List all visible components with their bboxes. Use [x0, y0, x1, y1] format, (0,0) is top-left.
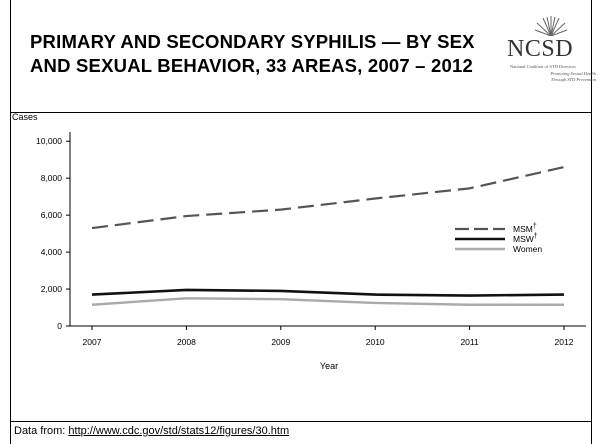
- y-tick-label: 0: [57, 321, 62, 331]
- x-tick-label: 2007: [83, 337, 102, 347]
- chart-panel-border: [10, 112, 592, 422]
- starburst-icon: [534, 16, 568, 36]
- slide-title: PRIMARY AND SECONDARY SYPHILIS — BY SEX …: [30, 31, 475, 76]
- source-prefix: Data from:: [14, 425, 69, 437]
- y-tick-label: 4,000: [41, 247, 63, 257]
- logo-tagline: Promoting Sexual Health Through STD Prev…: [550, 71, 596, 82]
- legend-marker-msw: †: [534, 233, 538, 240]
- x-tick-label: 2008: [177, 337, 196, 347]
- legend-label-women: Women: [513, 244, 542, 254]
- series-line-msm: [91, 166, 565, 230]
- x-axis-title: Year: [320, 361, 338, 371]
- legend-label-msw: MSW†: [513, 233, 538, 244]
- axes: 0 2,000 4,000 6,000 8,000 10,000 2007 2008 2009 2…: [36, 132, 586, 347]
- logo-subtitle: National Coalition of STD Directors: [510, 64, 576, 69]
- series-lines: [91, 166, 565, 306]
- logo-tagline-line-2: Through STD Prevention: [550, 76, 596, 82]
- y-tick-label: 6,000: [41, 210, 63, 220]
- y-tick-label: 10,000: [36, 136, 62, 146]
- x-tick-label: 2010: [366, 337, 385, 347]
- legend-marker-msm: †: [533, 223, 537, 230]
- source-link[interactable]: http://www.cdc.gov/std/stats12/figures/3…: [68, 425, 290, 437]
- logo-abbr: NCSD: [507, 36, 574, 62]
- logo-tagline-line-1: Promoting Sexual Health: [550, 71, 596, 76]
- series-line-women: [91, 297, 564, 306]
- x-tick-label: 2009: [271, 337, 290, 347]
- y-tick-label: 8,000: [41, 173, 63, 183]
- y-tick-label: 2,000: [41, 284, 63, 294]
- y-axis-title: Cases: [12, 112, 38, 122]
- x-tick-label: 2012: [555, 337, 574, 347]
- x-tick-label: 2011: [460, 337, 479, 347]
- slide-frame: [10, 0, 592, 444]
- source-note: Data from: http://www.cdc.gov/std/stats1…: [14, 425, 289, 437]
- legend: MSM†MSW†Women: [455, 223, 542, 254]
- ncsd-logo: NCSD National Coalition of STD Directors…: [504, 14, 596, 90]
- series-line-msw: [91, 288, 565, 297]
- legend-label-msm: MSM†: [513, 223, 537, 234]
